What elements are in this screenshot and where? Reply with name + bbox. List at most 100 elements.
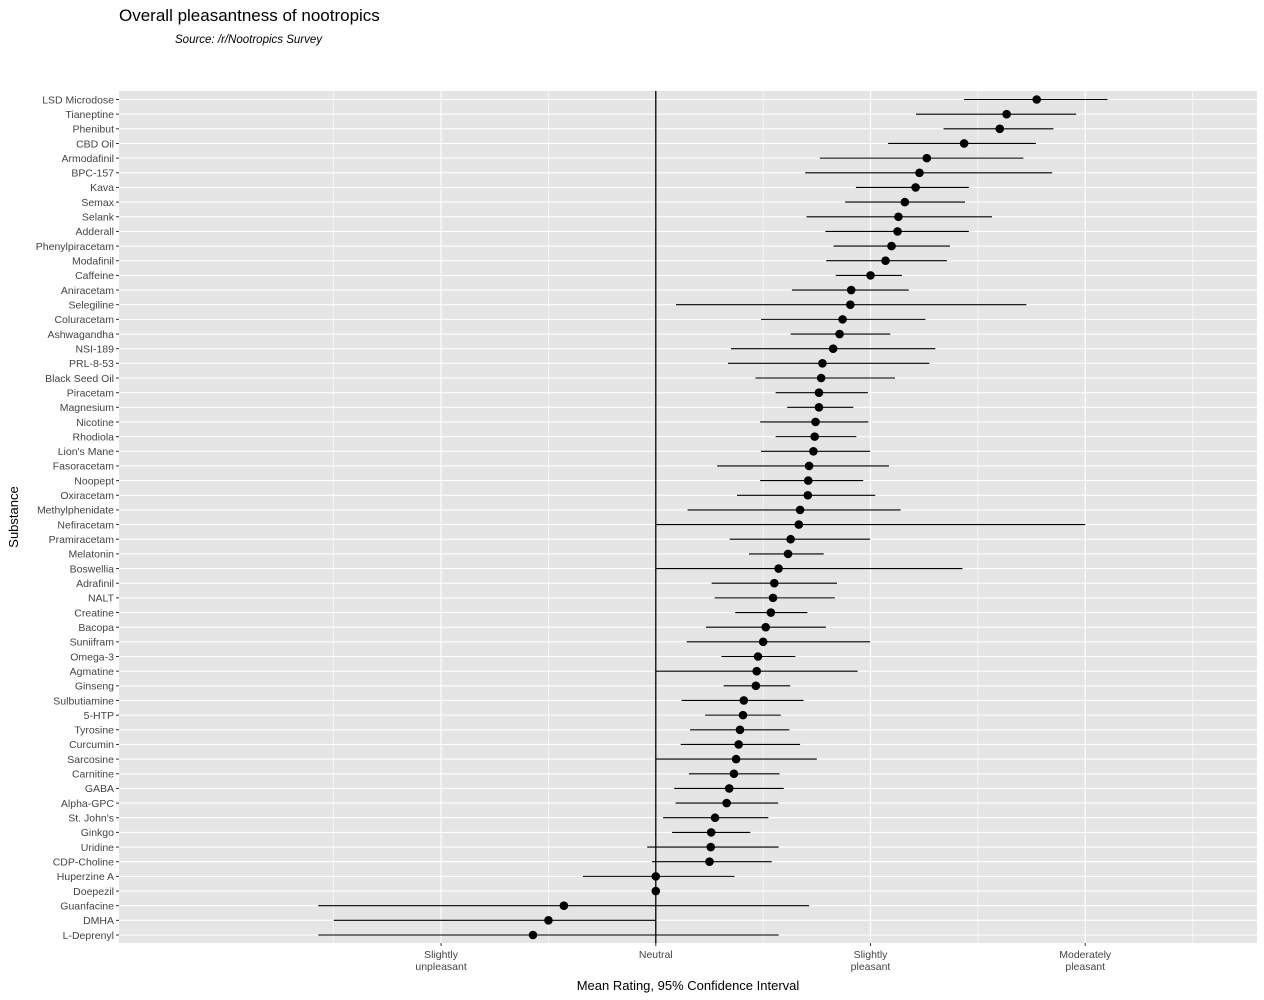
mean-point	[724, 784, 734, 793]
y-tick-label: NSI-189	[75, 343, 114, 355]
mean-point	[544, 916, 553, 925]
mean-point	[738, 710, 748, 720]
y-axis-title: Substance	[6, 486, 21, 547]
mean-point	[753, 652, 763, 661]
y-tick-label: Doepezil	[73, 886, 114, 898]
y-tick-label: Oxiracetam	[60, 490, 114, 502]
y-tick-label: Omega-3	[70, 651, 114, 663]
mean-point	[818, 359, 827, 368]
y-tick-label: Adrafinil	[76, 578, 114, 590]
mean-point	[915, 168, 924, 178]
y-tick-label: Nicotine	[76, 417, 114, 429]
mean-point	[766, 608, 776, 617]
mean-point	[774, 564, 783, 573]
x-axis-title: Mean Rating, 95% Confidence Interval	[577, 978, 800, 993]
mean-point	[803, 490, 813, 500]
mean-point	[816, 373, 826, 383]
y-axis-ticks: LSD Microdose Tianeptine Phenibut CBD Oil Ar…	[36, 94, 119, 942]
mean-point	[959, 139, 969, 148]
mean-point	[893, 227, 902, 236]
y-tick-label: Kava	[90, 182, 114, 194]
mean-point	[1002, 109, 1011, 119]
y-tick-label: Ashwagandha	[47, 329, 114, 341]
y-tick-label: Rhodiola	[73, 431, 115, 443]
y-tick-label: Agmatine	[70, 666, 115, 678]
x-tick-label: pleasant	[851, 961, 891, 973]
mean-point	[758, 637, 768, 647]
y-tick-label: Magnesium	[60, 402, 115, 414]
y-tick-label: Selank	[82, 212, 115, 224]
x-tick-label: Moderately	[1059, 949, 1112, 961]
mean-point	[838, 315, 847, 324]
mean-point	[783, 549, 793, 559]
mean-point	[894, 212, 903, 222]
mean-point	[651, 872, 661, 881]
mean-point	[706, 828, 716, 837]
mean-point	[722, 798, 731, 808]
y-tick-label: Sarcosine	[67, 754, 114, 766]
mean-point	[911, 183, 920, 192]
mean-point	[651, 886, 661, 896]
mean-point	[866, 271, 875, 280]
x-tick-label: Slightly	[424, 949, 459, 961]
mean-point	[706, 842, 716, 852]
mean-point	[729, 769, 739, 779]
x-tick-label: pleasant	[1065, 961, 1105, 973]
y-tick-label: LSD Microdose	[42, 94, 114, 106]
y-tick-label: Boswellia	[70, 563, 115, 575]
y-tick-label: Phenibut	[73, 124, 115, 136]
y-tick-label: St. John's	[68, 813, 114, 825]
y-tick-label: Semax	[81, 197, 114, 209]
mean-point	[881, 256, 890, 266]
mean-point	[735, 725, 745, 735]
y-tick-label: DMHA	[83, 915, 114, 927]
mean-point	[846, 300, 855, 310]
x-tick-label: Neutral	[639, 949, 673, 961]
y-tick-label: BPC-157	[71, 168, 114, 180]
y-tick-label: Lion's Mane	[58, 446, 114, 458]
y-tick-label: Nefiracetam	[57, 519, 114, 531]
y-tick-label: Melatonin	[68, 549, 114, 561]
y-tick-label: Tianeptine	[65, 109, 114, 121]
y-tick-label: Black Seed Oil	[45, 373, 114, 385]
mean-point	[794, 520, 804, 529]
mean-point	[804, 461, 814, 471]
y-tick-label: Alpha-GPC	[61, 798, 115, 810]
mean-point	[559, 901, 569, 910]
y-tick-label: Coluracetam	[54, 314, 114, 326]
mean-point	[710, 813, 720, 823]
mean-point	[751, 681, 761, 691]
y-tick-label: Carnitine	[72, 769, 114, 781]
y-tick-label: Adderall	[75, 226, 114, 238]
mean-point	[814, 403, 824, 412]
x-tick-label: unpleasant	[415, 961, 466, 973]
mean-point	[846, 285, 856, 295]
data-layer	[318, 91, 1108, 943]
y-tick-label: L-Deprenyl	[63, 930, 114, 942]
y-tick-label: Armodafinil	[61, 153, 114, 165]
x-tick-label: Slightly	[854, 949, 889, 961]
y-tick-label: Caffeine	[75, 270, 114, 282]
chart-title: Overall pleasantness of nootropics	[119, 6, 380, 25]
y-tick-label: Suniifram	[70, 637, 115, 649]
mean-point	[803, 476, 813, 485]
mean-point	[739, 696, 749, 705]
mean-point	[809, 446, 818, 456]
mean-point	[811, 417, 820, 427]
y-tick-label: Uridine	[81, 842, 114, 854]
y-tick-label: Curcumin	[69, 739, 114, 751]
y-tick-label: Sulbutiamine	[53, 695, 114, 707]
y-tick-label: Ginseng	[75, 681, 114, 693]
mean-point	[1032, 95, 1042, 104]
y-tick-label: Phenylpiracetam	[36, 241, 114, 253]
y-tick-label: Tyrosine	[74, 725, 114, 737]
y-tick-label: 5-HTP	[84, 710, 114, 722]
y-tick-label: Guanfacine	[60, 900, 114, 912]
plot-panel	[119, 91, 1257, 943]
y-tick-label: Piracetam	[67, 387, 115, 399]
mean-point	[900, 197, 910, 207]
mean-point	[786, 534, 795, 544]
y-tick-label: Creatine	[74, 607, 114, 619]
